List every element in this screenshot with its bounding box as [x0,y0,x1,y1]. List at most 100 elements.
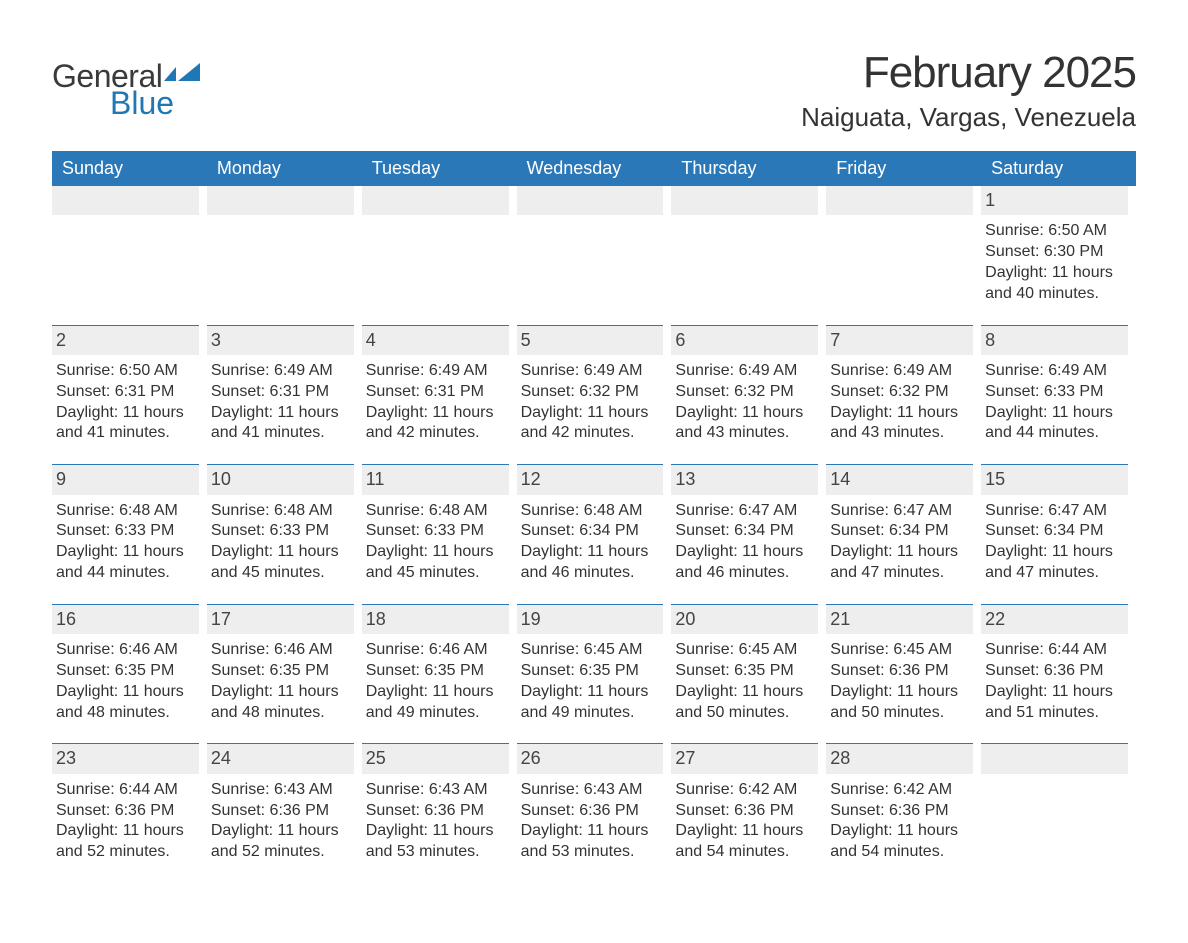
calendar-day-cell: 11Sunrise: 6:48 AMSunset: 6:33 PMDayligh… [362,464,517,604]
day-info: Sunrise: 6:48 AMSunset: 6:33 PMDaylight:… [52,495,199,584]
day-info: Sunrise: 6:46 AMSunset: 6:35 PMDaylight:… [52,634,199,723]
calendar-empty-cell [207,186,362,325]
sunrise-text: Sunrise: 6:46 AM [211,640,354,661]
sunset-text: Sunset: 6:34 PM [521,521,664,542]
day-info: Sunrise: 6:48 AMSunset: 6:33 PMDaylight:… [207,495,354,584]
day-info: Sunrise: 6:45 AMSunset: 6:35 PMDaylight:… [517,634,664,723]
day-number: 12 [517,464,664,494]
sunset-text: Sunset: 6:35 PM [366,661,509,682]
day-info: Sunrise: 6:45 AMSunset: 6:35 PMDaylight:… [671,634,818,723]
calendar-day-cell: 23Sunrise: 6:44 AMSunset: 6:36 PMDayligh… [52,743,207,883]
calendar-empty-cell [52,186,207,325]
sunset-text: Sunset: 6:36 PM [521,801,664,822]
calendar-day-cell: 3Sunrise: 6:49 AMSunset: 6:31 PMDaylight… [207,325,362,465]
daylight-text: Daylight: 11 hours and 46 minutes. [675,542,818,584]
day-info: Sunrise: 6:47 AMSunset: 6:34 PMDaylight:… [826,495,973,584]
sunset-text: Sunset: 6:31 PM [56,382,199,403]
sunrise-text: Sunrise: 6:50 AM [985,221,1128,242]
day-number: 16 [52,604,199,634]
day-number: 27 [671,743,818,773]
sunrise-text: Sunrise: 6:49 AM [521,361,664,382]
day-info: Sunrise: 6:50 AMSunset: 6:31 PMDaylight:… [52,355,199,444]
day-number: 25 [362,743,509,773]
day-info: Sunrise: 6:46 AMSunset: 6:35 PMDaylight:… [362,634,509,723]
daylight-text: Daylight: 11 hours and 52 minutes. [211,821,354,863]
day-number: 11 [362,464,509,494]
daylight-text: Daylight: 11 hours and 43 minutes. [675,403,818,445]
sunrise-text: Sunrise: 6:48 AM [366,501,509,522]
sunset-text: Sunset: 6:35 PM [211,661,354,682]
logo: General Blue [52,48,202,122]
day-number: 3 [207,325,354,355]
calendar-day-cell: 4Sunrise: 6:49 AMSunset: 6:31 PMDaylight… [362,325,517,465]
sunset-text: Sunset: 6:35 PM [521,661,664,682]
day-info: Sunrise: 6:49 AMSunset: 6:32 PMDaylight:… [671,355,818,444]
sunrise-text: Sunrise: 6:49 AM [366,361,509,382]
calendar-empty-cell [981,743,1136,883]
sunrise-text: Sunrise: 6:47 AM [830,501,973,522]
day-number: 9 [52,464,199,494]
daylight-text: Daylight: 11 hours and 42 minutes. [366,403,509,445]
calendar-day-cell: 27Sunrise: 6:42 AMSunset: 6:36 PMDayligh… [671,743,826,883]
calendar-grid: Sunday Monday Tuesday Wednesday Thursday… [52,151,1136,883]
daylight-text: Daylight: 11 hours and 51 minutes. [985,682,1128,724]
calendar-day-cell: 12Sunrise: 6:48 AMSunset: 6:34 PMDayligh… [517,464,672,604]
day-header-tuesday: Tuesday [362,151,517,186]
day-number: 13 [671,464,818,494]
sunset-text: Sunset: 6:35 PM [56,661,199,682]
day-info: Sunrise: 6:42 AMSunset: 6:36 PMDaylight:… [671,774,818,863]
day-info: Sunrise: 6:43 AMSunset: 6:36 PMDaylight:… [517,774,664,863]
daylight-text: Daylight: 11 hours and 50 minutes. [830,682,973,724]
day-info: Sunrise: 6:48 AMSunset: 6:34 PMDaylight:… [517,495,664,584]
sunrise-text: Sunrise: 6:46 AM [56,640,199,661]
sunrise-text: Sunrise: 6:49 AM [985,361,1128,382]
calendar-empty-cell [826,186,981,325]
day-header-sunday: Sunday [52,151,207,186]
sunset-text: Sunset: 6:34 PM [830,521,973,542]
sunrise-text: Sunrise: 6:50 AM [56,361,199,382]
day-info: Sunrise: 6:47 AMSunset: 6:34 PMDaylight:… [981,495,1128,584]
day-number: 26 [517,743,664,773]
daylight-text: Daylight: 11 hours and 44 minutes. [985,403,1128,445]
day-header-wednesday: Wednesday [517,151,672,186]
sunset-text: Sunset: 6:36 PM [56,801,199,822]
calendar-day-cell: 1Sunrise: 6:50 AMSunset: 6:30 PMDaylight… [981,186,1136,325]
sunset-text: Sunset: 6:32 PM [521,382,664,403]
day-header-friday: Friday [826,151,981,186]
calendar-day-cell: 20Sunrise: 6:45 AMSunset: 6:35 PMDayligh… [671,604,826,744]
daylight-text: Daylight: 11 hours and 47 minutes. [985,542,1128,584]
page: General Blue February 2025 Naiguata, Var… [0,0,1188,943]
day-number: 18 [362,604,509,634]
sunrise-text: Sunrise: 6:42 AM [830,780,973,801]
sunrise-text: Sunrise: 6:46 AM [366,640,509,661]
day-number: 15 [981,464,1128,494]
sunset-text: Sunset: 6:33 PM [56,521,199,542]
day-header-monday: Monday [207,151,362,186]
sunset-text: Sunset: 6:34 PM [675,521,818,542]
day-header-saturday: Saturday [981,151,1136,186]
sunset-text: Sunset: 6:35 PM [675,661,818,682]
day-info: Sunrise: 6:44 AMSunset: 6:36 PMDaylight:… [981,634,1128,723]
calendar-day-cell: 25Sunrise: 6:43 AMSunset: 6:36 PMDayligh… [362,743,517,883]
title-block: February 2025 Naiguata, Vargas, Venezuel… [801,48,1136,133]
sunset-text: Sunset: 6:36 PM [985,661,1128,682]
page-title-location: Naiguata, Vargas, Venezuela [801,102,1136,133]
day-info: Sunrise: 6:42 AMSunset: 6:36 PMDaylight:… [826,774,973,863]
day-number: 22 [981,604,1128,634]
calendar-day-cell: 22Sunrise: 6:44 AMSunset: 6:36 PMDayligh… [981,604,1136,744]
calendar-day-cell: 7Sunrise: 6:49 AMSunset: 6:32 PMDaylight… [826,325,981,465]
day-info: Sunrise: 6:49 AMSunset: 6:32 PMDaylight:… [826,355,973,444]
day-number: 24 [207,743,354,773]
sunrise-text: Sunrise: 6:49 AM [675,361,818,382]
sunrise-text: Sunrise: 6:49 AM [830,361,973,382]
day-info: Sunrise: 6:49 AMSunset: 6:31 PMDaylight:… [362,355,509,444]
sunset-text: Sunset: 6:32 PM [675,382,818,403]
day-info: Sunrise: 6:49 AMSunset: 6:31 PMDaylight:… [207,355,354,444]
calendar-day-cell: 2Sunrise: 6:50 AMSunset: 6:31 PMDaylight… [52,325,207,465]
sunset-text: Sunset: 6:36 PM [830,661,973,682]
day-info: Sunrise: 6:43 AMSunset: 6:36 PMDaylight:… [362,774,509,863]
day-number: 6 [671,325,818,355]
day-info: Sunrise: 6:43 AMSunset: 6:36 PMDaylight:… [207,774,354,863]
logo-text-blue: Blue [110,85,174,122]
sunset-text: Sunset: 6:33 PM [985,382,1128,403]
